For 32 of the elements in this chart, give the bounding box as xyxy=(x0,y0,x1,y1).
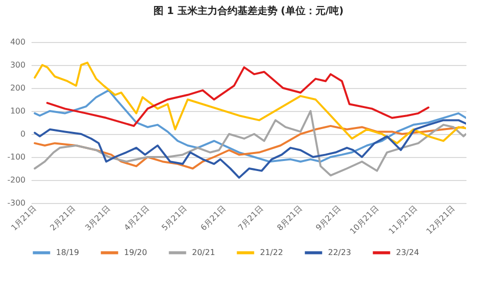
y-tick-label: -200 xyxy=(7,176,26,184)
x-tick-label: 12月21日 xyxy=(424,204,457,236)
line-series xyxy=(34,62,466,144)
y-tick-label: 400 xyxy=(10,38,26,46)
y-tick-label: 300 xyxy=(10,60,26,70)
x-tick-label: 9月21日 xyxy=(314,204,343,232)
legend-label: 19/20 xyxy=(124,248,148,257)
y-tick-label: -100 xyxy=(7,152,26,162)
x-tick-label: 3月21日 xyxy=(84,204,112,232)
line-series xyxy=(34,89,466,163)
legend-label: 21/22 xyxy=(260,248,284,257)
legend-label: 23/24 xyxy=(396,248,420,257)
x-tick-label: 11月21日 xyxy=(387,204,420,236)
line-series xyxy=(34,124,464,170)
x-tick-label: 6月21日 xyxy=(198,204,228,232)
y-tick-label: -300 xyxy=(7,198,26,208)
line-series xyxy=(34,119,466,179)
y-tick-label: 200 xyxy=(10,84,26,92)
chart-title: 图 1 玉米主力合约基差走势 (单位：元/吨) xyxy=(153,5,344,17)
legend-label: 22/23 xyxy=(328,248,352,257)
x-tick-label: 10月21日 xyxy=(348,204,380,236)
line-series xyxy=(34,110,466,176)
legend-label: 18/19 xyxy=(56,248,80,257)
line-series xyxy=(46,66,430,127)
x-tick-label: 4月21日 xyxy=(122,204,151,232)
x-tick-label: 2月21日 xyxy=(48,204,77,232)
y-tick-label: 100 xyxy=(10,106,26,116)
x-tick-label: 7月21日 xyxy=(236,204,265,232)
x-tick-label: 5月21日 xyxy=(160,204,189,232)
legend-label: 20/21 xyxy=(192,248,216,257)
y-tick-label: 0 xyxy=(20,130,26,138)
x-tick-label: 8月21日 xyxy=(275,204,304,232)
